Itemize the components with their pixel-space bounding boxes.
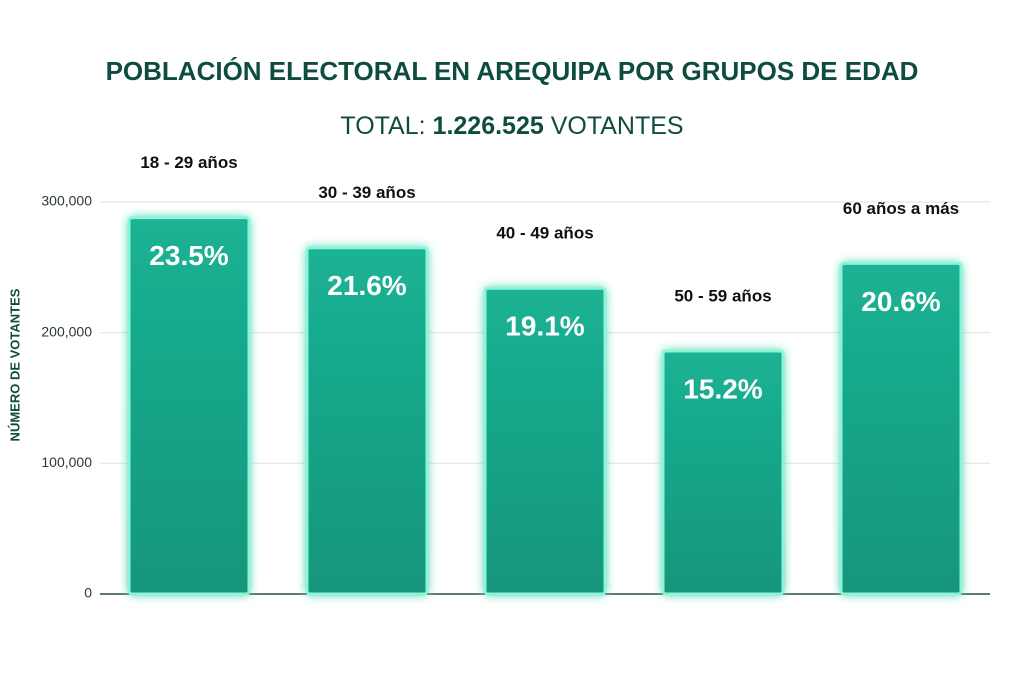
subtitle-suffix: VOTANTES [551,112,684,140]
bar [127,216,251,596]
bar [839,261,963,596]
subtitle-total: 1.226.525 [433,112,544,140]
subtitle-prefix: TOTAL: [340,112,425,140]
category-label: 30 - 39 años [318,183,415,202]
chart-title: POBLACIÓN ELECTORAL EN AREQUIPA POR GRUP… [106,56,919,86]
chart-subtitle: TOTAL: 1.226.525 VOTANTES [340,112,683,140]
value-label: 21.6% [327,270,406,301]
y-axis-label: NÚMERO DE VOTANTES [7,288,22,441]
bar [483,286,607,596]
category-label: 60 años a más [843,199,959,218]
value-label: 23.5% [149,240,228,271]
value-label: 15.2% [683,373,762,404]
bar [305,246,429,596]
category-label: 50 - 59 años [674,286,771,305]
category-label: 18 - 29 años [140,153,237,172]
y-tick-label: 100,000 [41,454,92,470]
y-tick-label: 300,000 [41,193,92,209]
value-label: 19.1% [505,311,584,342]
y-tick-label: 200,000 [41,323,92,339]
value-label: 20.6% [861,286,940,317]
y-tick-label: 0 [84,585,92,601]
category-label: 40 - 49 años [496,224,593,243]
bar [661,349,785,596]
